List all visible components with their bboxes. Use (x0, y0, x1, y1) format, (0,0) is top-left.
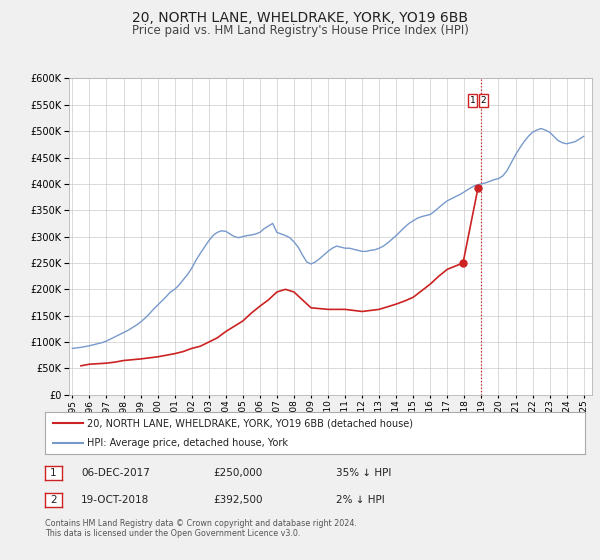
Text: £250,000: £250,000 (213, 468, 262, 478)
Text: £392,500: £392,500 (213, 495, 263, 505)
Text: 35% ↓ HPI: 35% ↓ HPI (336, 468, 391, 478)
Text: 20, NORTH LANE, WHELDRAKE, YORK, YO19 6BB (detached house): 20, NORTH LANE, WHELDRAKE, YORK, YO19 6B… (87, 418, 413, 428)
Text: Price paid vs. HM Land Registry's House Price Index (HPI): Price paid vs. HM Land Registry's House … (131, 24, 469, 37)
Text: This data is licensed under the Open Government Licence v3.0.: This data is licensed under the Open Gov… (45, 529, 301, 538)
Text: 20, NORTH LANE, WHELDRAKE, YORK, YO19 6BB: 20, NORTH LANE, WHELDRAKE, YORK, YO19 6B… (132, 11, 468, 25)
Text: 2: 2 (481, 96, 486, 105)
Text: 06-DEC-2017: 06-DEC-2017 (81, 468, 150, 478)
Text: 1: 1 (470, 96, 476, 105)
Text: Contains HM Land Registry data © Crown copyright and database right 2024.: Contains HM Land Registry data © Crown c… (45, 520, 357, 529)
Text: HPI: Average price, detached house, York: HPI: Average price, detached house, York (87, 438, 288, 447)
Text: 19-OCT-2018: 19-OCT-2018 (81, 495, 149, 505)
Text: 1: 1 (50, 468, 57, 478)
Text: 2: 2 (50, 495, 57, 505)
Text: 2% ↓ HPI: 2% ↓ HPI (336, 495, 385, 505)
